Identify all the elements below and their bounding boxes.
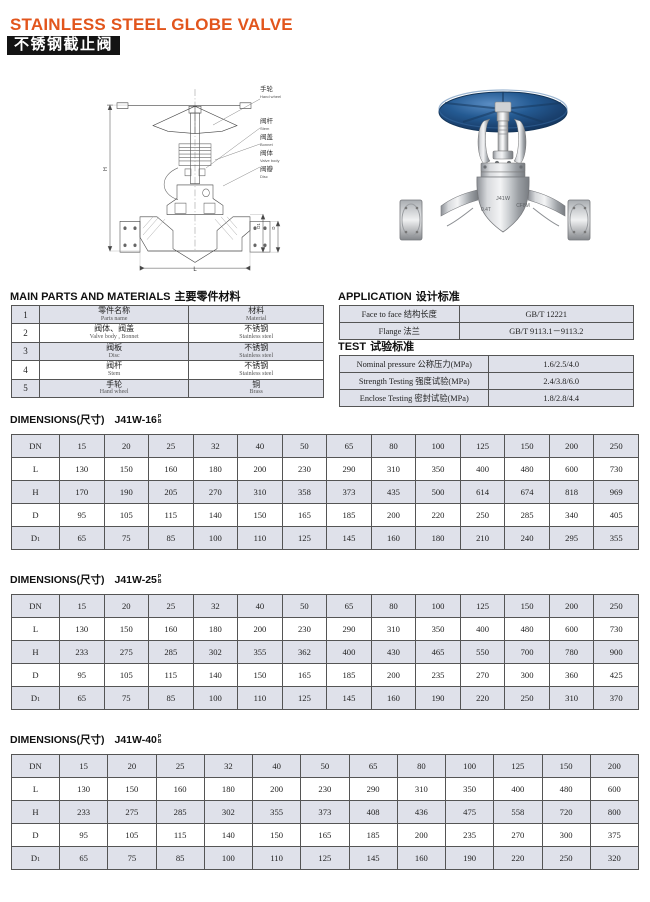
svg-text:Hand wheel: Hand wheel <box>260 94 281 99</box>
svg-text:D1: D1 <box>256 223 261 229</box>
svg-text:Stem: Stem <box>260 126 270 131</box>
svg-text:阀盖: 阀盖 <box>260 132 274 141</box>
svg-text:手轮: 手轮 <box>260 84 274 93</box>
svg-text:Bonnet: Bonnet <box>260 142 274 147</box>
svg-text:阀杆: 阀杆 <box>260 116 274 125</box>
svg-text:J41W: J41W <box>496 196 511 202</box>
svg-text:Disc: Disc <box>260 174 268 179</box>
svg-text:阀瓣: 阀瓣 <box>260 164 274 173</box>
svg-text:CF8M: CF8M <box>516 203 530 209</box>
svg-text:0.4T: 0.4T <box>481 207 491 213</box>
svg-text:Valve body: Valve body <box>260 158 280 163</box>
svg-text:D: D <box>271 226 276 229</box>
svg-text:H: H <box>103 167 109 171</box>
svg-text:阀体: 阀体 <box>260 148 274 157</box>
